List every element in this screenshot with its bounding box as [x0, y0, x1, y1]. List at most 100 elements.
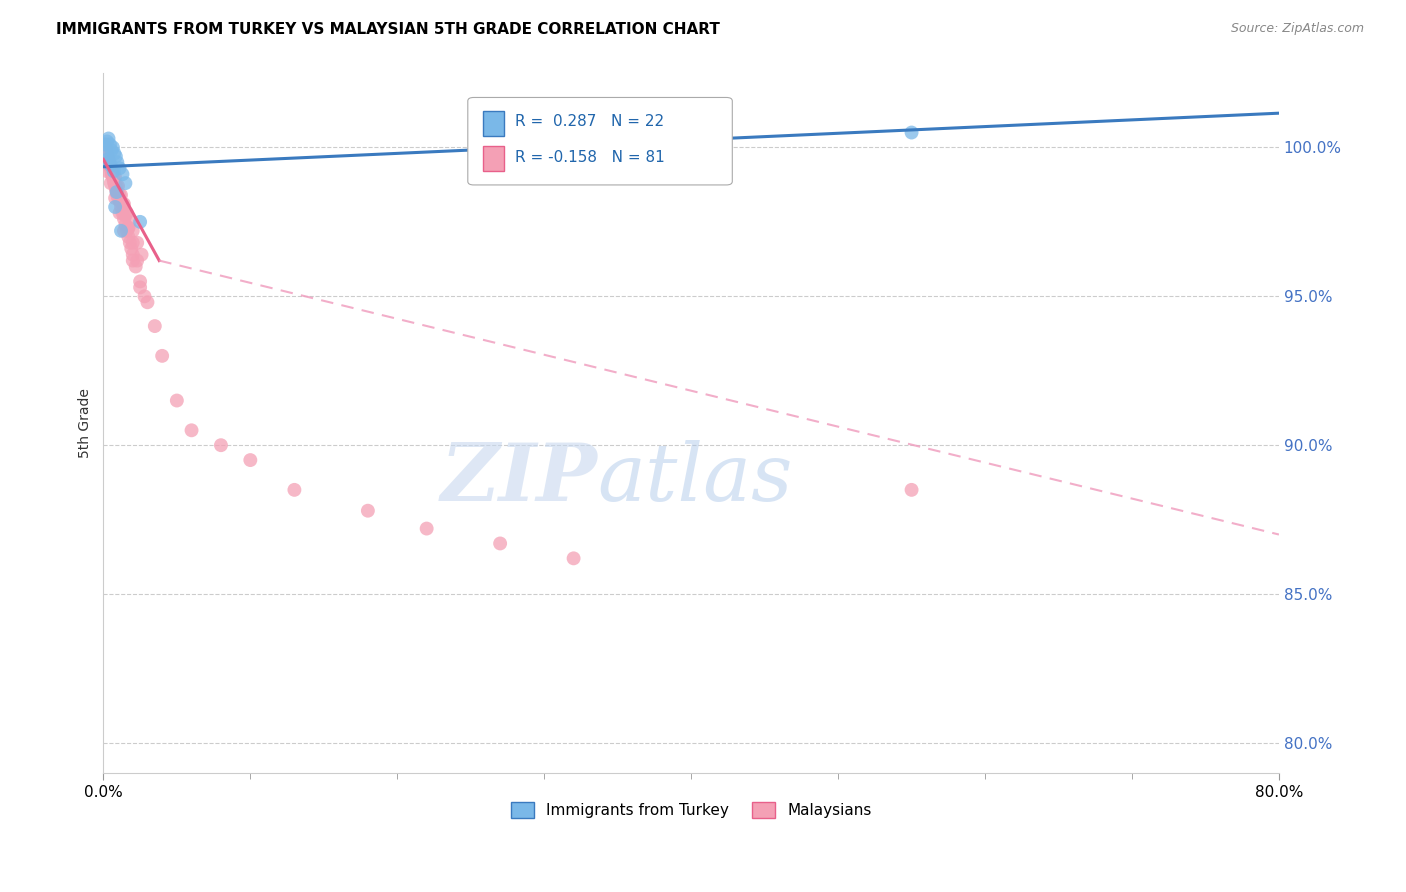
Point — [117, 220, 139, 235]
Point — [98, 158, 121, 172]
Point — [107, 191, 129, 205]
Text: ZIP: ZIP — [440, 440, 598, 517]
Text: Source: ZipAtlas.com: Source: ZipAtlas.com — [1230, 22, 1364, 36]
Point — [104, 182, 127, 196]
Point — [110, 200, 132, 214]
Point — [105, 179, 128, 194]
FancyBboxPatch shape — [484, 112, 505, 136]
Point — [114, 209, 136, 223]
Point — [98, 155, 121, 169]
Point — [125, 260, 148, 274]
Point — [101, 170, 124, 185]
Point — [112, 211, 135, 226]
Point — [96, 144, 118, 158]
Point — [100, 158, 122, 172]
Text: IMMIGRANTS FROM TURKEY VS MALAYSIAN 5TH GRADE CORRELATION CHART: IMMIGRANTS FROM TURKEY VS MALAYSIAN 5TH … — [56, 22, 720, 37]
Point — [114, 176, 136, 190]
Point — [900, 126, 922, 140]
Point — [100, 144, 122, 158]
Y-axis label: 5th Grade: 5th Grade — [79, 388, 93, 458]
Point — [104, 149, 127, 163]
Point — [100, 176, 122, 190]
Point — [94, 137, 117, 152]
Point — [127, 235, 149, 250]
Point — [105, 185, 128, 199]
Point — [105, 185, 128, 199]
Point — [94, 140, 117, 154]
Point — [118, 235, 141, 250]
Point — [97, 155, 120, 169]
Point — [100, 161, 122, 176]
Point — [562, 551, 585, 566]
Point — [108, 194, 131, 208]
Point — [110, 194, 132, 208]
Point — [112, 224, 135, 238]
Point — [357, 504, 380, 518]
Point — [111, 206, 134, 220]
Point — [134, 289, 156, 303]
Point — [150, 349, 173, 363]
Point — [121, 235, 143, 250]
Point — [100, 164, 122, 178]
Point — [105, 188, 128, 202]
Point — [103, 173, 125, 187]
Point — [117, 229, 139, 244]
Point — [180, 423, 202, 437]
Point — [97, 131, 120, 145]
Point — [112, 197, 135, 211]
Point — [103, 176, 125, 190]
Point — [131, 247, 153, 261]
Point — [115, 224, 138, 238]
Point — [117, 220, 139, 235]
Point — [96, 153, 118, 167]
Point — [120, 242, 142, 256]
Point — [100, 167, 122, 181]
Point — [108, 188, 131, 202]
Point — [110, 224, 132, 238]
Point — [101, 164, 124, 178]
Point — [283, 483, 305, 497]
Point — [166, 393, 188, 408]
FancyBboxPatch shape — [484, 146, 505, 171]
Point — [103, 170, 125, 185]
Point — [103, 146, 125, 161]
Point — [96, 146, 118, 161]
Text: atlas: atlas — [598, 440, 793, 517]
Point — [105, 155, 128, 169]
Text: R = -0.158   N = 81: R = -0.158 N = 81 — [515, 150, 665, 165]
Point — [239, 453, 262, 467]
Point — [104, 179, 127, 194]
Point — [121, 224, 143, 238]
Point — [101, 140, 124, 154]
Point — [127, 253, 149, 268]
Point — [129, 274, 152, 288]
Point — [108, 161, 131, 176]
Point — [129, 280, 152, 294]
Point — [111, 167, 134, 181]
Point — [98, 158, 121, 172]
Point — [108, 206, 131, 220]
Point — [98, 155, 121, 169]
Point — [101, 167, 124, 181]
Point — [96, 146, 118, 161]
Point — [112, 206, 135, 220]
Point — [103, 164, 125, 178]
Point — [98, 137, 121, 152]
Point — [97, 153, 120, 167]
Point — [96, 135, 118, 149]
Point — [111, 197, 134, 211]
Point — [104, 200, 127, 214]
Point — [94, 137, 117, 152]
Point — [121, 253, 143, 268]
Point — [129, 215, 152, 229]
Point — [136, 295, 159, 310]
Point — [100, 161, 122, 176]
Point — [104, 170, 127, 185]
Legend: Immigrants from Turkey, Malaysians: Immigrants from Turkey, Malaysians — [505, 797, 877, 824]
Text: R =  0.287   N = 22: R = 0.287 N = 22 — [515, 114, 664, 128]
Point — [900, 483, 922, 497]
Point — [489, 536, 512, 550]
Point — [110, 188, 132, 202]
Point — [415, 522, 437, 536]
Point — [114, 218, 136, 232]
